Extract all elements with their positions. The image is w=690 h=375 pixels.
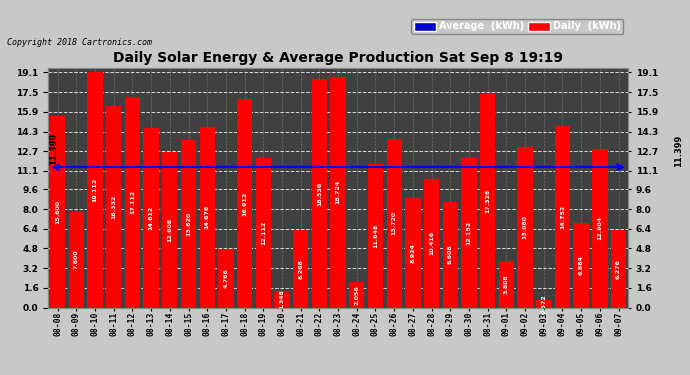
Bar [50,116,66,308]
Text: 10.416: 10.416 [429,231,434,255]
Legend: Average  (kWh), Daily  (kWh): Average (kWh), Daily (kWh) [411,19,623,34]
Text: 18.724: 18.724 [335,180,341,204]
Text: 11.648: 11.648 [373,224,378,248]
Title: Daily Solar Energy & Average Production Sat Sep 8 19:19: Daily Solar Energy & Average Production … [113,51,563,65]
Bar [442,201,458,308]
Bar [424,179,440,308]
Bar [499,261,514,308]
Text: 15.600: 15.600 [55,200,60,223]
Text: 12.152: 12.152 [466,220,471,245]
Text: 6.276: 6.276 [616,259,621,279]
Bar [256,158,271,308]
Text: 13.720: 13.720 [392,211,397,235]
Text: 7.800: 7.800 [74,250,79,269]
Text: 14.612: 14.612 [148,206,154,230]
Bar [405,198,420,308]
Text: 19.112: 19.112 [92,178,97,202]
Bar [237,99,253,308]
Text: 4.766: 4.766 [224,268,228,288]
Text: 17.112: 17.112 [130,190,135,214]
Text: 3.808: 3.808 [504,274,509,294]
Text: 11.399: 11.399 [49,133,58,165]
Bar [312,80,327,308]
Text: 8.924: 8.924 [411,243,415,262]
Bar [162,152,177,308]
Text: 12.112: 12.112 [261,221,266,245]
Bar [218,249,234,308]
Text: 12.608: 12.608 [168,218,172,242]
Text: 12.904: 12.904 [598,216,602,240]
Bar [592,148,607,308]
Text: 0.572: 0.572 [541,294,546,314]
Bar [611,230,627,308]
Bar [386,139,402,308]
Bar [573,223,589,308]
Bar [518,147,533,308]
Text: 14.676: 14.676 [205,205,210,229]
Text: 16.332: 16.332 [111,195,116,219]
Text: 13.080: 13.080 [522,215,528,239]
Bar [88,72,103,308]
Text: 11.399: 11.399 [674,135,683,167]
Text: Copyright 2018 Cartronics.com: Copyright 2018 Cartronics.com [7,38,152,47]
Text: 16.912: 16.912 [242,191,247,216]
Bar [555,126,570,308]
Text: 17.328: 17.328 [485,189,490,213]
Text: 6.884: 6.884 [579,255,584,275]
Bar [106,106,121,308]
Text: 13.620: 13.620 [186,211,191,236]
Bar [293,230,308,308]
Bar [462,158,477,308]
Bar [181,140,196,308]
Bar [275,291,290,308]
Bar [368,164,383,308]
Bar [144,128,159,308]
Text: 8.608: 8.608 [448,244,453,264]
Bar [349,282,364,308]
Bar [69,211,84,308]
Text: 1.348: 1.348 [279,289,284,309]
Bar [480,94,495,308]
Bar [331,77,346,308]
Bar [199,127,215,308]
Bar [125,97,140,308]
Text: 14.752: 14.752 [560,205,565,229]
Text: 6.268: 6.268 [298,259,303,279]
Text: 18.536: 18.536 [317,181,322,206]
Bar [536,300,551,307]
Text: 2.056: 2.056 [354,285,359,305]
